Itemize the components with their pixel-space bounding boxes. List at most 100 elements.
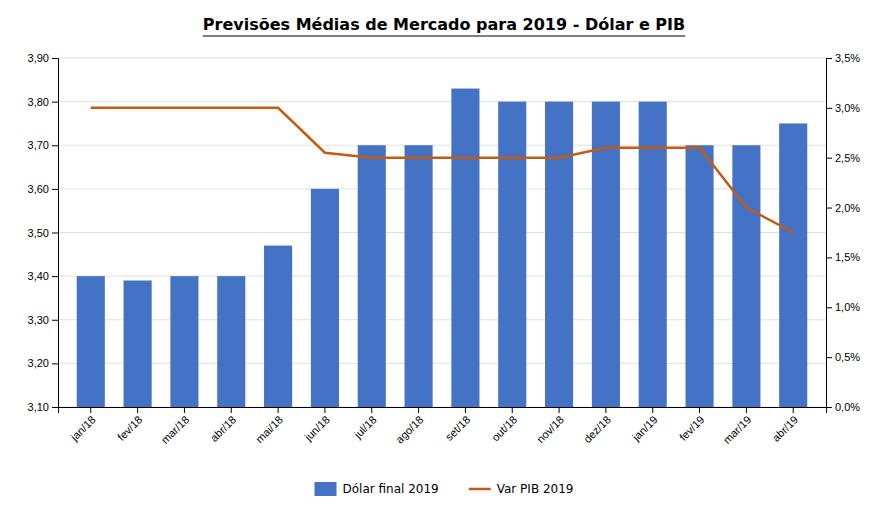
y2-tick-mark <box>826 407 832 408</box>
x-tick-label: fev/18 <box>115 413 145 443</box>
x-tick-label: mar/18 <box>159 413 192 446</box>
y-tick: 3,90 <box>28 52 58 64</box>
y-tick-label: 3,60 <box>28 183 49 195</box>
y-tick-label: 3,20 <box>28 357 49 369</box>
y-tick: 3,30 <box>28 314 58 326</box>
y2-tick: 2,0% <box>826 202 860 214</box>
grid <box>58 58 826 407</box>
x-tick-label: abr/18 <box>208 413 239 444</box>
y2-tick-label: 0,5% <box>835 351 860 363</box>
bar <box>124 280 152 407</box>
y-tick: 3,50 <box>28 227 58 239</box>
x-tick-mark <box>605 407 606 413</box>
x-axis: jan/18 fev/18 mar/18 abr/18 mai/18 jun/18 jul/… <box>59 407 827 446</box>
x-tick-mark <box>184 407 185 413</box>
legend-swatch <box>469 488 491 491</box>
x-tick-label: nov/18 <box>534 413 566 445</box>
x-tick: mai/18 <box>253 407 285 445</box>
line <box>91 108 793 233</box>
y-tick-label: 3,90 <box>28 52 49 64</box>
x-tick: jan/18 <box>67 407 97 444</box>
x-tick-mark <box>559 407 560 413</box>
y2-tick-mark <box>826 307 832 308</box>
y-tick: 3,10 <box>28 401 58 413</box>
x-tick: dez/18 <box>581 407 613 445</box>
bar <box>405 145 433 407</box>
y-tick-mark <box>52 145 58 146</box>
axis-line <box>59 408 827 414</box>
x-tick: ago/18 <box>393 407 425 446</box>
bar <box>77 276 105 407</box>
y-tick: 3,70 <box>28 139 58 151</box>
x-tick-mark <box>793 407 794 413</box>
x-tick-mark <box>746 407 747 413</box>
y2-tick: 1,0% <box>826 301 860 313</box>
x-tick-label: dez/18 <box>581 413 613 445</box>
x-tick: fev/19 <box>677 407 707 443</box>
x-tick-label: abr/19 <box>770 413 801 444</box>
x-tick: abr/19 <box>770 407 801 444</box>
bar <box>779 123 807 407</box>
y2-tick-label: 3,0% <box>835 102 860 114</box>
x-tick-label: jan/18 <box>67 413 97 443</box>
bar-series <box>77 89 808 407</box>
x-tick-mark <box>699 407 700 413</box>
x-tick: jun/18 <box>302 407 332 444</box>
y-tick-label: 3,10 <box>28 401 49 413</box>
legend-label: Var PIB 2019 <box>497 482 574 496</box>
bar <box>451 89 479 407</box>
y-tick-label: 3,80 <box>28 96 49 108</box>
x-tick-label: out/18 <box>489 413 519 443</box>
legend: Dólar final 2019Var PIB 2019 <box>315 482 574 496</box>
x-tick: abr/18 <box>208 407 239 444</box>
bar <box>264 246 292 407</box>
plot: jan/18 fev/18 mar/18 abr/18 mai/18 jun/18 jul/… <box>28 52 861 446</box>
y-tick: 3,20 <box>28 357 58 369</box>
bar <box>217 276 245 407</box>
y2-tick-label: 2,0% <box>835 202 860 214</box>
y2-tick: 1,5% <box>826 251 860 263</box>
x-tick-label: fev/19 <box>677 413 707 443</box>
marks <box>77 89 808 407</box>
y2-tick-mark <box>826 257 832 258</box>
y2-tick-mark <box>826 158 832 159</box>
y2-tick: 3,0% <box>826 102 860 114</box>
y2-tick-label: 2,5% <box>835 152 860 164</box>
y-tick: 3,80 <box>28 96 58 108</box>
y-tick-mark <box>52 102 58 103</box>
x-tick: jul/18 <box>351 407 379 441</box>
x-tick-label: jul/18 <box>351 413 379 441</box>
bar <box>545 102 573 407</box>
bar <box>358 145 386 407</box>
x-tick-label: mar/19 <box>721 413 754 446</box>
x-tick-mark <box>137 407 138 413</box>
x-tick-mark <box>90 407 91 413</box>
y-tick-label: 3,70 <box>28 139 49 151</box>
x-tick-mark <box>465 407 466 413</box>
bar <box>498 102 526 407</box>
y-tick-mark <box>52 407 58 408</box>
y2-tick: 0,0% <box>826 401 860 413</box>
y-tick-label: 3,40 <box>28 270 49 282</box>
y-tick-mark <box>52 276 58 277</box>
y2-tick: 0,5% <box>826 351 860 363</box>
axis-line <box>52 59 59 408</box>
y2-tick-mark <box>826 208 832 209</box>
y-tick: 3,60 <box>28 183 58 195</box>
y2-tick-mark <box>826 357 832 358</box>
x-tick-label: jun/18 <box>302 413 332 443</box>
y2-tick: 2,5% <box>826 152 860 164</box>
bar <box>686 145 714 407</box>
bar <box>311 189 339 407</box>
y2-axis: 0,0%0,5%1,0%1,5%2,0%2,5%3,0%3,5% <box>826 52 860 413</box>
x-tick-label: ago/18 <box>393 413 425 445</box>
y-tick-mark <box>52 189 58 190</box>
axis-line <box>827 59 833 408</box>
bar <box>170 276 198 407</box>
legend-swatch <box>315 482 337 496</box>
y-tick-mark <box>52 320 58 321</box>
bar <box>732 145 760 407</box>
x-tick-mark <box>278 407 279 413</box>
y-axis: 3,10 3,20 3,30 3,40 3,50 3,60 3,70 3,80 3,90 <box>28 52 59 413</box>
x-tick-label: set/18 <box>443 413 473 443</box>
